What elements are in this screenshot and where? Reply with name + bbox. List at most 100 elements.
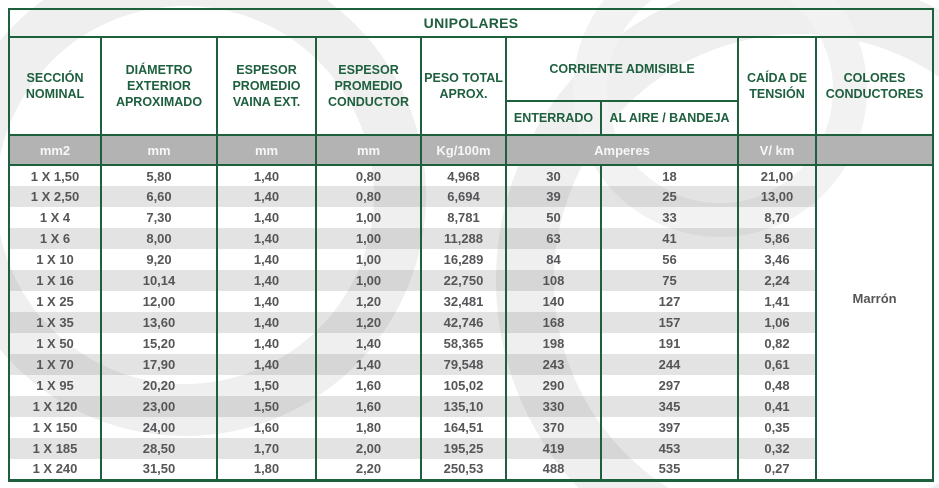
- cell: 168: [505, 312, 602, 333]
- cell: 1,40: [216, 270, 317, 291]
- cell: 56: [600, 249, 739, 270]
- cell: 5,86: [737, 228, 817, 249]
- cell: 1,40: [315, 354, 422, 375]
- cell: 453: [600, 438, 739, 459]
- cell: 1 X 4: [8, 207, 102, 228]
- cell: 31,50: [100, 459, 218, 480]
- cell: 1,60: [315, 396, 422, 417]
- cell: 164,51: [420, 417, 507, 438]
- cell: 250,53: [420, 459, 507, 480]
- cell: 1 X 95: [8, 375, 102, 396]
- col-header-diametro-exterior: DIÁMETRO EXTERIOR APROXIMADO: [100, 36, 218, 136]
- table-row: 1 X 1,50 5,80 1,40 0,80 4,968 30 18 21,00 Marrón: [8, 165, 935, 480]
- cell: 8,781: [420, 207, 507, 228]
- cell: 3,46: [737, 249, 817, 270]
- cell: 1,40: [216, 165, 317, 186]
- cell: 2,00: [315, 438, 422, 459]
- cell: 0,80: [315, 165, 422, 186]
- cell: 63: [505, 228, 602, 249]
- subheader-enterrado: ENTERRADO: [505, 100, 602, 136]
- table-row: 1 X 25 12,00 1,40 1,20 32,481 140 127 1,41: [8, 291, 933, 312]
- cell: 5,80: [100, 165, 218, 186]
- cell: 10,14: [100, 270, 218, 291]
- cell: 22,750: [420, 270, 507, 291]
- cell: 1 X 70: [8, 354, 102, 375]
- table-row: 1 X 70 17,90 1,40 1,40 79,548 243 244 0,61: [8, 354, 933, 375]
- cell: 12,00: [100, 291, 218, 312]
- cell: 419: [505, 438, 602, 459]
- cell: 135,10: [420, 396, 507, 417]
- cell: 345: [600, 396, 739, 417]
- cell: 1,00: [315, 270, 422, 291]
- cell: 191: [600, 333, 739, 354]
- unit-mm-3: mm: [315, 134, 422, 166]
- cell: 1,50: [216, 375, 317, 396]
- cell: 370: [505, 417, 602, 438]
- cell: 18: [600, 165, 739, 186]
- cell: 1 X 16: [8, 270, 102, 291]
- table-row: 1 X 150 24,00 1,60 1,80 164,51 370 397 0,35: [8, 417, 933, 438]
- cell: 244: [600, 354, 739, 375]
- conductor-color-cell: Marrón: [814, 165, 935, 480]
- cell: 1,40: [216, 291, 317, 312]
- cell: 1,00: [315, 207, 422, 228]
- cell: 1,00: [315, 249, 422, 270]
- col-header-espesor-conductor: ESPESOR PROMEDIO CONDUCTOR: [315, 36, 422, 136]
- cell: 1,40: [216, 354, 317, 375]
- cell: 13,00: [737, 186, 817, 207]
- cell: 23,00: [100, 396, 218, 417]
- cell: 21,00: [737, 165, 817, 186]
- cell: 2,24: [737, 270, 817, 291]
- unit-amperes: Amperes: [505, 134, 739, 166]
- unit-mm-1: mm: [100, 134, 218, 166]
- cell: 330: [505, 396, 602, 417]
- cell: 8,00: [100, 228, 218, 249]
- table-row: 1 X 185 28,50 1,70 2,00 195,25 419 453 0,32: [8, 438, 933, 459]
- cell: 28,50: [100, 438, 218, 459]
- cell: 42,746: [420, 312, 507, 333]
- cell: 1,60: [315, 375, 422, 396]
- table-row: 1 X 50 15,20 1,40 1,40 58,365 198 191 0,82: [8, 333, 933, 354]
- cell: 140: [505, 291, 602, 312]
- cell: 9,20: [100, 249, 218, 270]
- unit-v-km: V/ km: [737, 134, 817, 166]
- cell: 17,90: [100, 354, 218, 375]
- col-header-colores-conductores: COLORES CONDUCTORES: [814, 36, 935, 136]
- cell: 1,80: [216, 459, 317, 480]
- table-head: UNIPOLARES SECCIÓN NOMINAL DIÁMETRO EXTE…: [7, 8, 935, 166]
- cell: 1,06: [737, 312, 817, 333]
- cell: 1,60: [216, 417, 317, 438]
- unit-mm-2: mm: [216, 134, 317, 166]
- cell: 1 X 150: [8, 417, 102, 438]
- cell: 1,40: [216, 312, 317, 333]
- unit-kg-100m: Kg/100m: [420, 134, 507, 166]
- spec-table-container: UNIPOLARES SECCIÓN NOMINAL DIÁMETRO EXTE…: [7, 8, 935, 482]
- cell: 1,00: [315, 228, 422, 249]
- cell: 195,25: [420, 438, 507, 459]
- cell: 1,80: [315, 417, 422, 438]
- cell: 1,40: [216, 249, 317, 270]
- unit-mm2: mm2: [8, 134, 102, 166]
- cell: 243: [505, 354, 602, 375]
- cell: 84: [505, 249, 602, 270]
- cell: 4,968: [420, 165, 507, 186]
- cell: 1,40: [216, 228, 317, 249]
- cell: 0,80: [315, 186, 422, 207]
- table-row: 1 X 120 23,00 1,50 1,60 135,10 330 345 0,41: [8, 396, 933, 417]
- cell: 0,48: [737, 375, 817, 396]
- table-row: 1 X 16 10,14 1,40 1,00 22,750 108 75 2,24: [8, 270, 933, 291]
- col-header-espesor-vaina: ESPESOR PROMEDIO VAINA EXT.: [216, 36, 317, 136]
- cell: 1,20: [315, 291, 422, 312]
- title-row: UNIPOLARES: [7, 8, 935, 38]
- cell: 2,20: [315, 459, 422, 480]
- cell: 32,481: [420, 291, 507, 312]
- cell: 20,20: [100, 375, 218, 396]
- cell: 1,41: [737, 291, 817, 312]
- table-row: 1 X 4 7,30 1,40 1,00 8,781 50 33 8,70: [8, 207, 933, 228]
- cell: 0,35: [737, 417, 817, 438]
- cell: 105,02: [420, 375, 507, 396]
- cell: 1 X 185: [8, 438, 102, 459]
- cell: 1,50: [216, 396, 317, 417]
- table-title: UNIPOLARES: [7, 8, 935, 38]
